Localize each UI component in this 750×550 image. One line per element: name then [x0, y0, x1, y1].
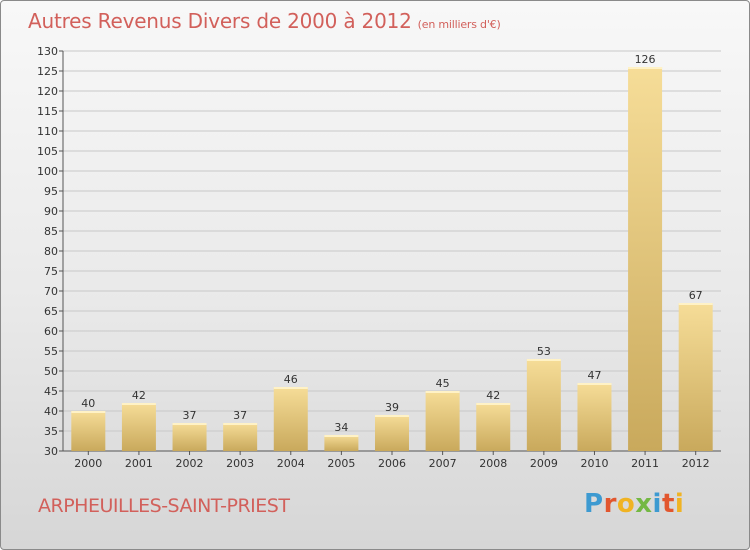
- y-tick-label: 35: [44, 425, 58, 438]
- title-unit: (en milliers d'€): [417, 18, 501, 31]
- bar: [628, 67, 663, 451]
- logo-letter: o: [616, 489, 636, 519]
- data-label: 39: [385, 401, 399, 414]
- bar-highlight: [71, 411, 106, 413]
- y-tick-label: 55: [44, 345, 58, 358]
- x-tick-label: 2002: [176, 457, 204, 470]
- bar: [577, 383, 612, 451]
- bar: [476, 403, 511, 451]
- bar: [526, 359, 561, 451]
- y-tick-label: 105: [37, 145, 58, 158]
- x-tick-label: 2000: [74, 457, 102, 470]
- commune-name: ARPHEUILLES-SAINT-PRIEST: [38, 495, 290, 517]
- logo-letter: P: [584, 489, 604, 519]
- y-tick-label: 75: [44, 265, 58, 278]
- x-tick-label: 2009: [530, 457, 558, 470]
- bar-highlight: [678, 303, 713, 305]
- y-tick-label: 110: [37, 125, 58, 138]
- data-label: 40: [81, 397, 95, 410]
- bar: [375, 415, 409, 451]
- data-label: 34: [334, 421, 348, 434]
- bar: [425, 391, 460, 451]
- y-tick-label: 125: [37, 65, 58, 78]
- y-tick-label: 65: [44, 305, 58, 318]
- x-tick-label: 2007: [429, 457, 457, 470]
- y-tick-label: 30: [44, 445, 58, 458]
- y-tick-label: 60: [44, 325, 58, 338]
- bar-highlight: [273, 387, 308, 389]
- y-tick-label: 100: [37, 165, 58, 178]
- y-tick-label: 85: [44, 225, 58, 238]
- bar-highlight: [375, 415, 409, 417]
- bar: [71, 411, 106, 451]
- bar-highlight: [526, 359, 561, 361]
- logo-letter: r: [603, 489, 617, 519]
- data-label: 47: [587, 369, 601, 382]
- data-label: 67: [689, 289, 703, 302]
- y-tick-label: 80: [44, 245, 58, 258]
- bar-highlight: [172, 423, 207, 425]
- y-tick-label: 90: [44, 205, 58, 218]
- y-tick-label: 115: [37, 105, 58, 118]
- bar-highlight: [324, 435, 359, 437]
- logo-letter: x: [635, 489, 653, 519]
- chart-title: Autres Revenus Divers de 2000 à 2012 (en …: [28, 9, 501, 33]
- data-label: 37: [233, 409, 247, 422]
- data-label: 53: [537, 345, 551, 358]
- logo-letter: i: [652, 489, 662, 519]
- bar: [324, 435, 359, 451]
- x-tick-label: 2008: [479, 457, 507, 470]
- bar-highlight: [121, 403, 156, 405]
- data-label: 42: [486, 389, 500, 402]
- logo-letter: t: [661, 489, 675, 519]
- y-tick-label: 40: [44, 405, 58, 418]
- data-label: 37: [183, 409, 197, 422]
- bar: [223, 423, 258, 451]
- bar: [273, 387, 308, 451]
- y-tick-label: 120: [37, 85, 58, 98]
- data-label: 45: [436, 377, 450, 390]
- bar-highlight: [628, 67, 663, 69]
- x-tick-label: 2011: [631, 457, 659, 470]
- bar-highlight: [577, 383, 612, 385]
- x-tick-label: 2012: [682, 457, 710, 470]
- y-tick-label: 130: [37, 45, 58, 58]
- bar-highlight: [223, 423, 258, 425]
- x-tick-label: 2004: [277, 457, 305, 470]
- data-label: 126: [635, 53, 656, 66]
- data-label: 46: [284, 373, 298, 386]
- bar: [172, 423, 207, 451]
- x-tick-label: 2005: [327, 457, 355, 470]
- x-tick-label: 2010: [580, 457, 608, 470]
- data-label: 42: [132, 389, 146, 402]
- y-tick-label: 95: [44, 185, 58, 198]
- y-tick-label: 50: [44, 365, 58, 378]
- title-text: Autres Revenus Divers de 2000 à 2012: [28, 9, 412, 33]
- x-tick-label: 2001: [125, 457, 153, 470]
- bar-highlight: [476, 403, 511, 405]
- y-tick-label: 45: [44, 385, 58, 398]
- x-tick-label: 2003: [226, 457, 254, 470]
- proxiti-logo: Proxiti: [584, 489, 684, 519]
- y-tick-label: 70: [44, 285, 58, 298]
- bar: [121, 403, 156, 451]
- x-tick-label: 2006: [378, 457, 406, 470]
- logo-letter: i: [674, 489, 685, 519]
- bar: [678, 303, 713, 451]
- bar-highlight: [425, 391, 460, 393]
